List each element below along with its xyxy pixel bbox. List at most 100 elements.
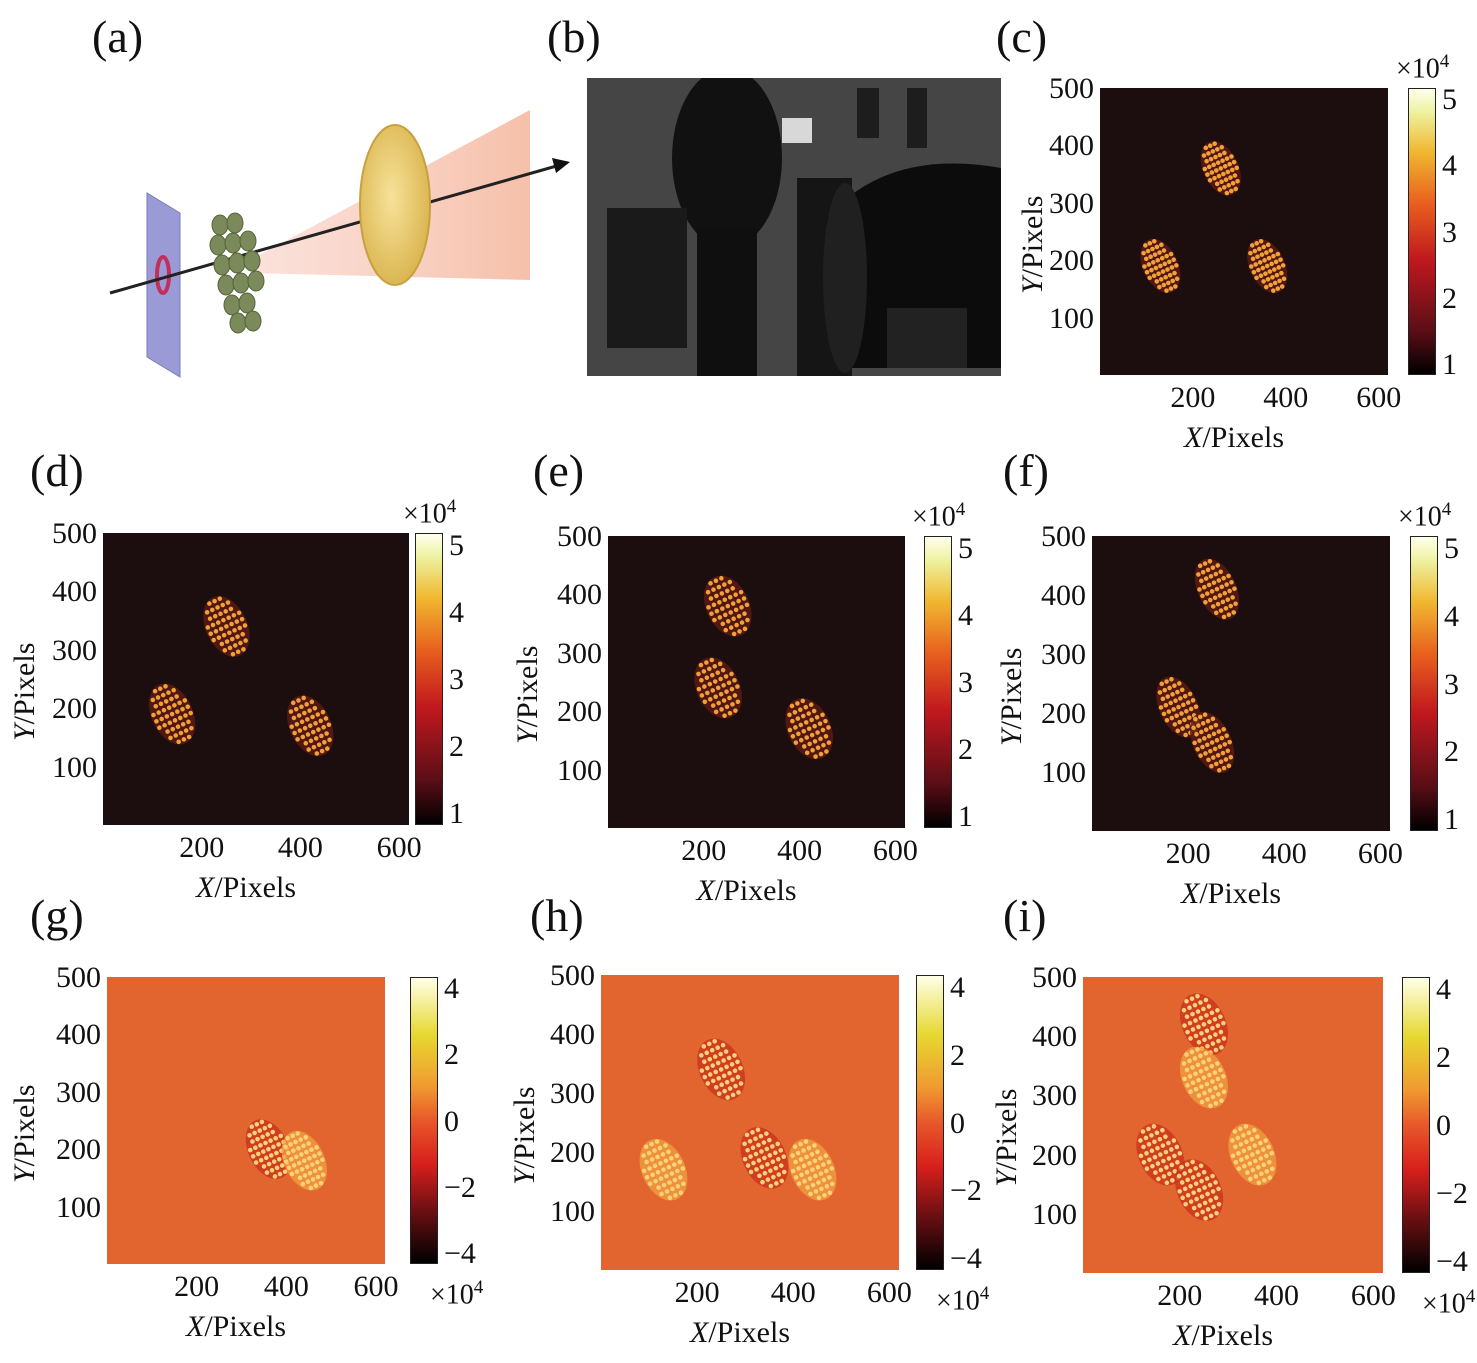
heatmap-d xyxy=(103,533,409,825)
heatmap-h xyxy=(601,975,899,1270)
colorbar-tick-label: 2 xyxy=(449,730,464,764)
spot-pattern xyxy=(697,1038,746,1101)
y-axis-label: Y/Pixels xyxy=(1016,195,1049,294)
panel-label-h: (h) xyxy=(530,890,584,941)
y-axis-label: Y/Pixels xyxy=(995,647,1028,746)
x-tick-label: 200 xyxy=(1170,381,1216,414)
colorbar-tick-label: 2 xyxy=(444,1038,459,1072)
colorbar-c xyxy=(1408,88,1436,375)
x-tick-label: 600 xyxy=(376,831,422,864)
colorbar-scale: ×104 xyxy=(912,499,966,533)
panel-label-d: (d) xyxy=(30,445,84,496)
spot-pattern xyxy=(1200,141,1241,196)
y-tick-label: 100 xyxy=(550,1195,595,1228)
heatmap-c xyxy=(1100,88,1388,375)
colorbar-i xyxy=(1402,977,1430,1273)
y-axis-label: Y/Pixels xyxy=(990,1088,1023,1187)
colorbar-tick-label: −2 xyxy=(444,1170,476,1204)
colorbar-e xyxy=(924,536,952,828)
x-tick-label: 600 xyxy=(872,834,918,867)
y-tick-label: 500 xyxy=(1032,961,1077,994)
y-tick-label: 200 xyxy=(1041,697,1086,730)
spot-pattern xyxy=(1140,238,1181,293)
colorbar-tick-label: 2 xyxy=(1442,281,1457,315)
colorbar-tick-label: 3 xyxy=(449,663,464,696)
spot-pattern xyxy=(788,1138,837,1201)
colorbar-tick-label: 4 xyxy=(958,598,973,632)
spot-pattern xyxy=(740,1127,789,1189)
x-tick-label: 200 xyxy=(1157,1279,1203,1312)
y-tick-label: 300 xyxy=(1032,1079,1077,1113)
x-axis-label: X/Pixels xyxy=(1184,421,1285,454)
spot-pattern xyxy=(1175,1159,1224,1222)
lens xyxy=(359,124,431,286)
y-axis-label: Y/Pixels xyxy=(8,642,41,741)
y-tick-label: 500 xyxy=(1049,72,1094,105)
x-axis-label: X/Pixels xyxy=(690,1316,791,1349)
y-tick-label: 300 xyxy=(52,633,97,667)
y-tick-label: 500 xyxy=(56,961,101,994)
y-tick-label: 400 xyxy=(1032,1020,1077,1054)
heatmap-e xyxy=(608,536,905,828)
colorbar-scale: ×104 xyxy=(1398,499,1452,533)
y-tick-label: 400 xyxy=(550,1018,595,1051)
spot-pattern xyxy=(1194,558,1240,620)
x-tick-label: 600 xyxy=(1357,837,1403,870)
spot-pattern xyxy=(694,657,742,719)
colorbar-tick-label: 4 xyxy=(444,972,459,1006)
x-tick-label: 200 xyxy=(674,1276,720,1309)
y-tick-label: 100 xyxy=(52,750,97,784)
x-tick-label: 400 xyxy=(1263,381,1309,414)
colorbar-tick-label: −4 xyxy=(444,1236,476,1270)
y-axis-label: Y/Pixels xyxy=(508,1086,541,1185)
panel-label-c: (c) xyxy=(996,11,1048,62)
y-tick-label: 400 xyxy=(56,1018,101,1052)
colorbar-tick-label: 4 xyxy=(950,970,965,1004)
panel-label-e: (e) xyxy=(533,445,585,496)
colorbar-tick-label: 1 xyxy=(1442,347,1457,381)
spot-pattern xyxy=(639,1138,688,1201)
x-tick-label: 200 xyxy=(174,1270,220,1303)
x-axis-label: X/Pixels xyxy=(1181,877,1282,910)
spot-pattern xyxy=(785,698,833,760)
y-axis-label: Y/Pixels xyxy=(511,645,544,744)
y-tick-label: 500 xyxy=(1041,520,1086,553)
y-tick-label: 300 xyxy=(1041,638,1086,671)
y-tick-label: 100 xyxy=(56,1190,101,1224)
spot-pattern xyxy=(148,683,196,745)
spot-pattern xyxy=(281,1130,327,1191)
spot-pattern xyxy=(1179,1046,1229,1109)
spot-pattern xyxy=(1228,1123,1277,1186)
x-tick-label: 600 xyxy=(353,1270,399,1303)
colorbar-tick-label: 2 xyxy=(1444,735,1459,769)
x-axis-label: X/Pixels xyxy=(186,1310,287,1343)
colorbar-tick-label: 0 xyxy=(444,1104,459,1138)
y-tick-label: 300 xyxy=(1049,186,1094,220)
colorbar-tick-label: 4 xyxy=(1436,972,1451,1006)
colorbar-h xyxy=(916,975,944,1270)
colorbar-tick-label: 5 xyxy=(958,531,973,565)
y-tick-label: 400 xyxy=(557,578,602,612)
colorbar-d xyxy=(415,533,443,825)
y-tick-label: 200 xyxy=(1049,244,1094,278)
y-tick-label: 100 xyxy=(1049,301,1094,335)
x-tick-label: 600 xyxy=(1356,381,1402,414)
x-axis-label: X/Pixels xyxy=(196,871,297,904)
x-tick-label: 400 xyxy=(263,1270,309,1303)
arrow-head xyxy=(552,158,570,173)
x-tick-label: 400 xyxy=(770,1276,816,1309)
lenslet-array xyxy=(209,212,265,334)
experimental-photo xyxy=(587,78,1001,376)
colorbar-tick-label: −4 xyxy=(1436,1245,1468,1279)
optical-setup-diagram xyxy=(109,110,570,378)
colorbar-tick-label: 3 xyxy=(1442,215,1457,249)
y-tick-label: 500 xyxy=(557,520,602,553)
heatmap-g xyxy=(107,977,385,1264)
y-tick-label: 200 xyxy=(52,692,97,726)
input-plane xyxy=(146,192,181,378)
panel-label-i: (i) xyxy=(1003,890,1047,941)
colorbar-tick-label: 0 xyxy=(1436,1109,1451,1142)
colorbar-scale: ×104 xyxy=(1396,51,1450,85)
colorbar-tick-label: −2 xyxy=(1436,1177,1468,1211)
y-tick-label: 200 xyxy=(557,695,602,729)
